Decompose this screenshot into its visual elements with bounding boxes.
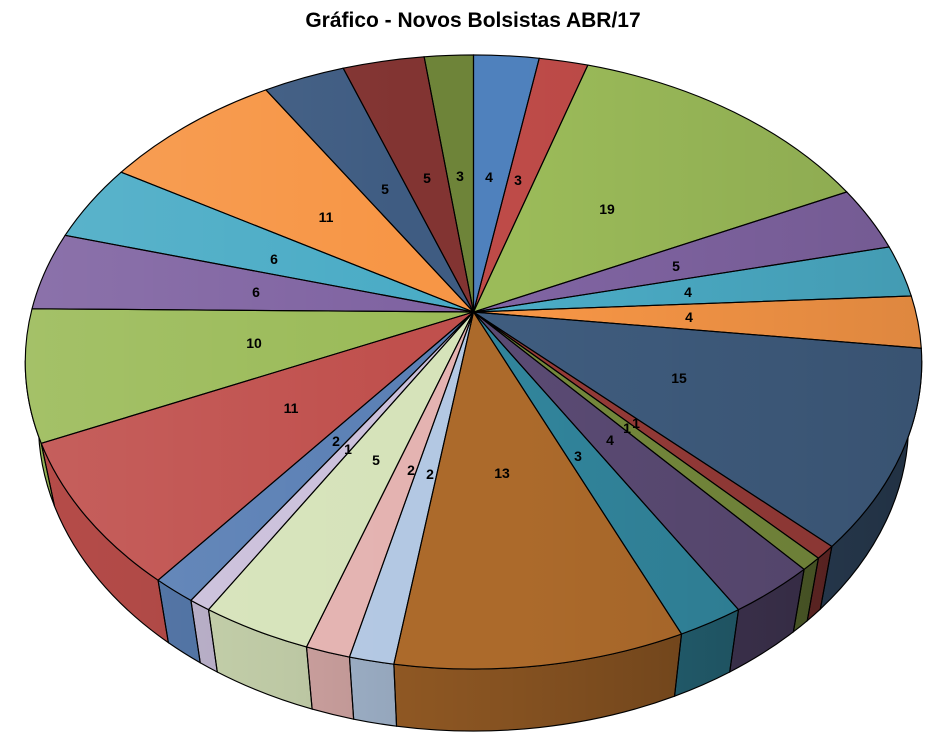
svg-text:5: 5 — [423, 170, 431, 186]
svg-text:3: 3 — [574, 448, 582, 464]
svg-text:6: 6 — [252, 284, 260, 300]
svg-text:10: 10 — [246, 335, 262, 351]
svg-text:19: 19 — [599, 201, 615, 217]
svg-text:6: 6 — [270, 251, 278, 267]
svg-text:5: 5 — [381, 181, 389, 197]
svg-text:4: 4 — [606, 432, 614, 448]
svg-text:Gráfico - Novos Bolsistas ABR/: Gráfico - Novos Bolsistas ABR/17 — [305, 9, 640, 32]
svg-text:4: 4 — [685, 309, 693, 325]
svg-text:4: 4 — [485, 169, 493, 185]
svg-text:3: 3 — [514, 172, 522, 188]
svg-text:1: 1 — [632, 415, 640, 431]
svg-text:15: 15 — [671, 370, 687, 386]
svg-text:2: 2 — [332, 433, 340, 449]
svg-text:2: 2 — [407, 462, 415, 478]
svg-text:4: 4 — [684, 284, 692, 300]
svg-text:5: 5 — [672, 258, 680, 274]
svg-text:13: 13 — [494, 465, 510, 481]
svg-text:1: 1 — [623, 420, 631, 436]
svg-text:1: 1 — [344, 441, 352, 457]
svg-text:11: 11 — [319, 209, 334, 225]
svg-text:11: 11 — [284, 400, 299, 416]
svg-text:5: 5 — [372, 452, 380, 468]
svg-text:3: 3 — [456, 168, 464, 184]
svg-text:2: 2 — [426, 466, 434, 482]
